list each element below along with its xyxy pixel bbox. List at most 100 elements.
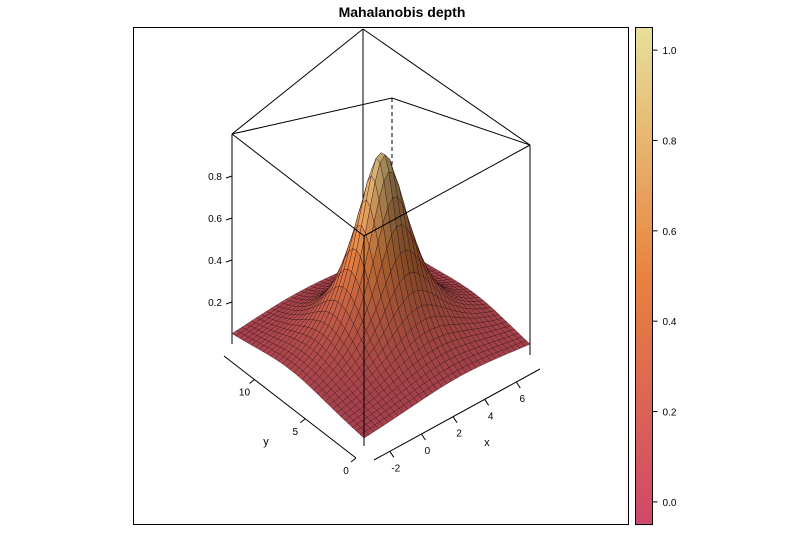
color-key-band bbox=[635, 280, 653, 287]
z-tick bbox=[225, 301, 233, 305]
color-key-band bbox=[635, 221, 653, 227]
z-tick-label: 0.8 bbox=[208, 172, 222, 183]
color-key-band bbox=[635, 509, 653, 516]
x-axis-title: x bbox=[484, 437, 490, 449]
x-tick-label: -2 bbox=[391, 463, 400, 474]
color-key-band bbox=[635, 315, 653, 322]
color-key-band bbox=[635, 325, 653, 332]
color-key-band bbox=[635, 420, 653, 426]
color-key-tick-label: 0.2 bbox=[663, 408, 677, 419]
color-key-band bbox=[635, 256, 653, 262]
color-key-band bbox=[635, 285, 653, 292]
color-key-band bbox=[635, 211, 653, 217]
color-key-tick-label: 1.0 bbox=[663, 46, 677, 57]
color-key-tick-label: 0.6 bbox=[663, 227, 677, 238]
x-tick-label: 0 bbox=[425, 446, 431, 457]
color-key-band bbox=[635, 400, 653, 406]
y-tick-label: 0 bbox=[343, 466, 349, 477]
color-key-band bbox=[635, 454, 653, 461]
color-key-band bbox=[635, 355, 653, 362]
plot-panel bbox=[133, 27, 629, 525]
color-key-band bbox=[635, 92, 653, 98]
color-key-band bbox=[635, 484, 653, 491]
color-key-band bbox=[635, 360, 653, 367]
x-tick bbox=[389, 451, 395, 458]
x-tick-label: 4 bbox=[488, 411, 494, 422]
chart-title: Mahalanobis depth bbox=[338, 4, 466, 20]
color-key-band bbox=[635, 271, 653, 277]
color-key-band bbox=[635, 97, 653, 103]
color-key-band bbox=[635, 67, 653, 73]
z-tick-label: 0.2 bbox=[208, 298, 222, 309]
color-key-band bbox=[635, 435, 653, 441]
box-edge bbox=[231, 133, 365, 237]
color-key-band bbox=[635, 519, 653, 526]
color-key-band bbox=[635, 320, 653, 327]
y-tick bbox=[299, 418, 306, 424]
color-key-band bbox=[635, 345, 653, 352]
color-key-band bbox=[635, 27, 653, 34]
color-key-band bbox=[635, 395, 653, 401]
color-key-band bbox=[635, 489, 653, 496]
color-key-band bbox=[635, 131, 653, 138]
color-key-band bbox=[635, 87, 653, 93]
x-tick bbox=[452, 416, 458, 423]
color-key-band bbox=[635, 514, 653, 521]
color-key-band bbox=[635, 261, 653, 267]
color-key-band bbox=[635, 474, 653, 481]
color-key-band bbox=[635, 57, 653, 63]
color-key-band bbox=[635, 380, 653, 386]
z-tick bbox=[225, 259, 233, 263]
color-key-band bbox=[635, 251, 653, 257]
color-key-band bbox=[635, 305, 653, 312]
color-key-band bbox=[635, 370, 653, 376]
color-key-band bbox=[635, 82, 653, 88]
color-key-band bbox=[635, 266, 653, 272]
color-key-band bbox=[635, 459, 653, 466]
color-key-band bbox=[635, 181, 653, 188]
color-key-band bbox=[635, 385, 653, 391]
color-key-band bbox=[635, 469, 653, 476]
z-tick bbox=[225, 175, 233, 179]
color-key-band bbox=[635, 290, 653, 297]
color-key-band bbox=[635, 241, 653, 247]
x-tick-label: 2 bbox=[456, 429, 462, 440]
z-tick bbox=[225, 217, 233, 221]
color-key-band bbox=[635, 415, 653, 421]
color-key-tick-label: 0.0 bbox=[663, 498, 677, 509]
color-key-band bbox=[635, 52, 653, 58]
z-tick-label: 0.4 bbox=[208, 256, 222, 267]
color-key-band bbox=[635, 449, 653, 456]
y-axis-line bbox=[223, 355, 357, 459]
color-key-band bbox=[635, 151, 653, 158]
color-key-band bbox=[635, 231, 653, 237]
color-key-band bbox=[635, 102, 653, 108]
color-key-band bbox=[635, 405, 653, 411]
color-key-band bbox=[635, 340, 653, 347]
y-tick-label: 10 bbox=[239, 388, 251, 399]
color-key-band bbox=[635, 37, 653, 44]
color-key-band bbox=[635, 111, 653, 118]
color-key-band bbox=[635, 47, 653, 53]
color-key-band bbox=[635, 206, 653, 212]
color-key-band bbox=[635, 72, 653, 78]
x-tick-label: 6 bbox=[520, 394, 526, 405]
color-key-band bbox=[635, 375, 653, 381]
color-key-band bbox=[635, 201, 653, 208]
color-key-band bbox=[635, 330, 653, 337]
color-key-band bbox=[635, 276, 653, 282]
color-key-band bbox=[635, 479, 653, 486]
color-key-band bbox=[635, 196, 653, 203]
color-key-band bbox=[635, 246, 653, 252]
color-key-band bbox=[635, 425, 653, 431]
color-key-band bbox=[635, 295, 653, 302]
color-key-band bbox=[635, 310, 653, 317]
surface-mesh bbox=[231, 152, 531, 439]
y-tick bbox=[350, 457, 357, 463]
color-key-band bbox=[635, 176, 653, 183]
box-edge bbox=[363, 144, 531, 237]
color-key-band bbox=[635, 166, 653, 173]
color-key-band bbox=[635, 141, 653, 148]
color-key-band bbox=[635, 440, 653, 446]
